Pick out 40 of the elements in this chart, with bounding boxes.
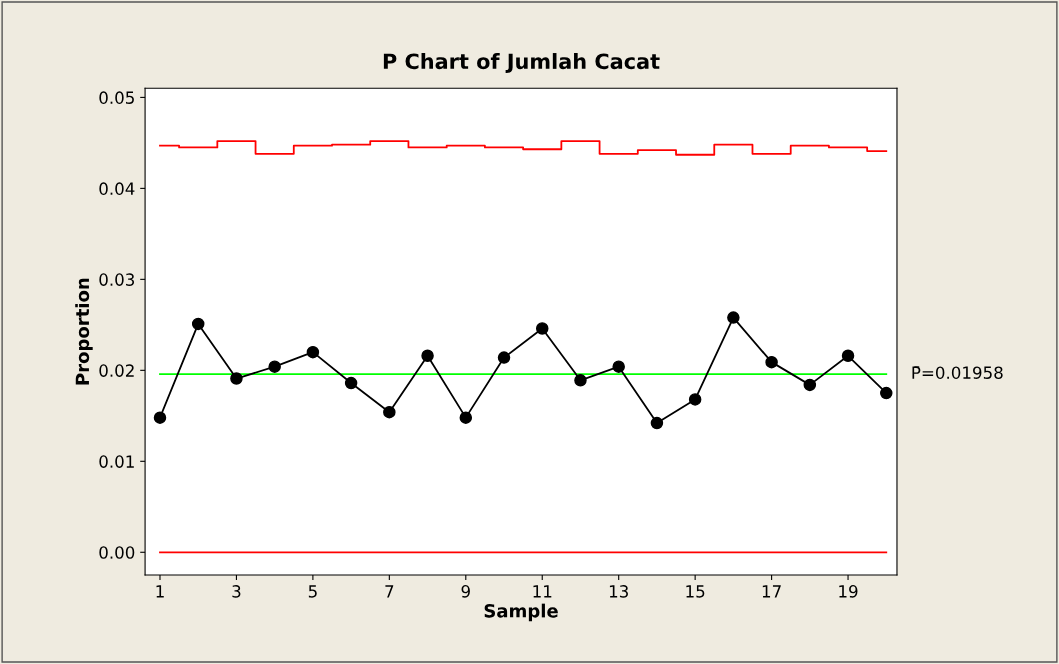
y-tick-label: 0.00 [99, 546, 135, 559]
point [497, 351, 511, 364]
x-axis-title: Sample [484, 603, 558, 622]
x-tick-label: 5 [308, 585, 317, 598]
point [459, 411, 473, 424]
x-tick-label: 3 [232, 585, 241, 598]
y-tick-label: 0.04 [99, 182, 135, 195]
ref-line-label: P̄=0.01958 [912, 366, 1003, 379]
y-tick-label: 0.03 [99, 273, 135, 286]
y-axis-title: Proportion [75, 278, 93, 385]
point [191, 317, 205, 331]
x-tick-label: 19 [839, 585, 858, 598]
x-tick-label: 15 [686, 585, 705, 598]
y-tick-label: 0.02 [99, 364, 134, 377]
x-tick-label: 13 [609, 585, 628, 598]
point [230, 372, 243, 385]
x-tick-label: 7 [385, 585, 394, 598]
x-tick-label: 17 [762, 585, 781, 598]
y-tick-label: 0.01 [99, 455, 134, 468]
point [306, 345, 320, 359]
chart-title: P Chart of Jumlah Cacat [383, 53, 660, 74]
point [803, 378, 817, 392]
x-tick-label: 1 [156, 585, 164, 598]
point [153, 411, 167, 424]
x-tick-label: 11 [533, 585, 552, 598]
point [841, 349, 855, 363]
x-tick-label: 9 [461, 585, 470, 598]
point [688, 393, 702, 406]
y-tick-label: 0.05 [99, 91, 134, 104]
point [268, 360, 281, 373]
point [344, 376, 358, 390]
point [574, 374, 587, 387]
point [535, 322, 549, 335]
point [421, 349, 434, 363]
point [612, 360, 625, 373]
point [727, 311, 740, 324]
point [650, 416, 664, 430]
point [880, 386, 893, 400]
point [383, 405, 396, 419]
point [765, 355, 778, 369]
